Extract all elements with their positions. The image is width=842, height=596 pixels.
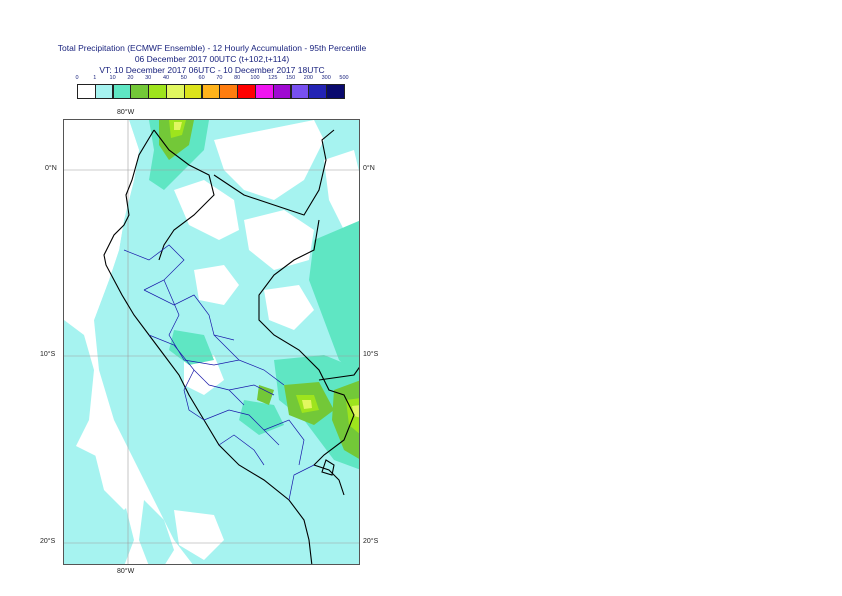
lat-label-left-0: 0°N: [45, 165, 57, 172]
legend-swatch: [148, 84, 167, 99]
legend-swatch: [77, 84, 96, 99]
legend-swatch: [130, 84, 149, 99]
legend-swatch: [94, 84, 114, 99]
legend-threshold-label: 10: [109, 75, 116, 81]
lat-label-right-20s: 20°S: [363, 538, 379, 545]
legend-threshold-label: 100: [250, 75, 260, 81]
map-panel: [63, 119, 360, 565]
base-time: 06 December 2017 00UTC (t+102,t+114): [134, 54, 290, 64]
legend-threshold-label: 300: [321, 75, 331, 81]
lat-label-left-10s: 10°S: [40, 351, 56, 358]
precipitation-map: [64, 120, 359, 564]
lat-label-right-0: 0°N: [363, 165, 375, 172]
legend-swatch: [183, 84, 203, 99]
legend-swatch: [326, 84, 345, 99]
legend-swatch: [308, 84, 327, 99]
legend-threshold-label: 80: [234, 75, 241, 81]
country-borders: [103, 129, 359, 564]
legend-swatch: [290, 84, 310, 99]
legend-threshold-label: 70: [216, 75, 223, 81]
legend-threshold-label: 125: [268, 75, 278, 81]
legend-swatch: [201, 84, 221, 99]
lon-label-top: 80°W: [117, 109, 135, 116]
legend-swatch: [112, 84, 132, 99]
lat-label-right-10s: 10°S: [363, 351, 379, 358]
legend-threshold-label: 1: [93, 75, 97, 81]
legend-threshold-label: 200: [303, 75, 313, 81]
legend-swatch: [255, 84, 274, 99]
legend-threshold-label: 0: [75, 75, 79, 81]
legend-swatch: [166, 84, 185, 99]
legend-swatch: [237, 84, 256, 99]
legend-threshold-label: 40: [162, 75, 170, 81]
lon-label-bottom: 80°W: [117, 568, 135, 575]
valid-time: VT: 10 December 2017 06UTC - 10 December…: [99, 65, 325, 75]
legend-threshold-label: 30: [145, 75, 152, 81]
legend-threshold-label: 150: [286, 75, 296, 81]
legend-threshold-label: 60: [198, 75, 205, 81]
legend-threshold-label: 50: [180, 75, 187, 81]
legend-swatch: [272, 84, 292, 99]
legend-threshold-label: 500: [339, 75, 349, 81]
legend-threshold-label: 20: [127, 75, 134, 81]
graticule: [64, 120, 359, 564]
legend-swatch: [219, 84, 238, 99]
lat-label-left-20s: 20°S: [40, 538, 56, 545]
chart-title: Total Precipitation (ECMWF Ensemble) - 1…: [57, 43, 367, 53]
admin-boundaries: [123, 244, 315, 501]
